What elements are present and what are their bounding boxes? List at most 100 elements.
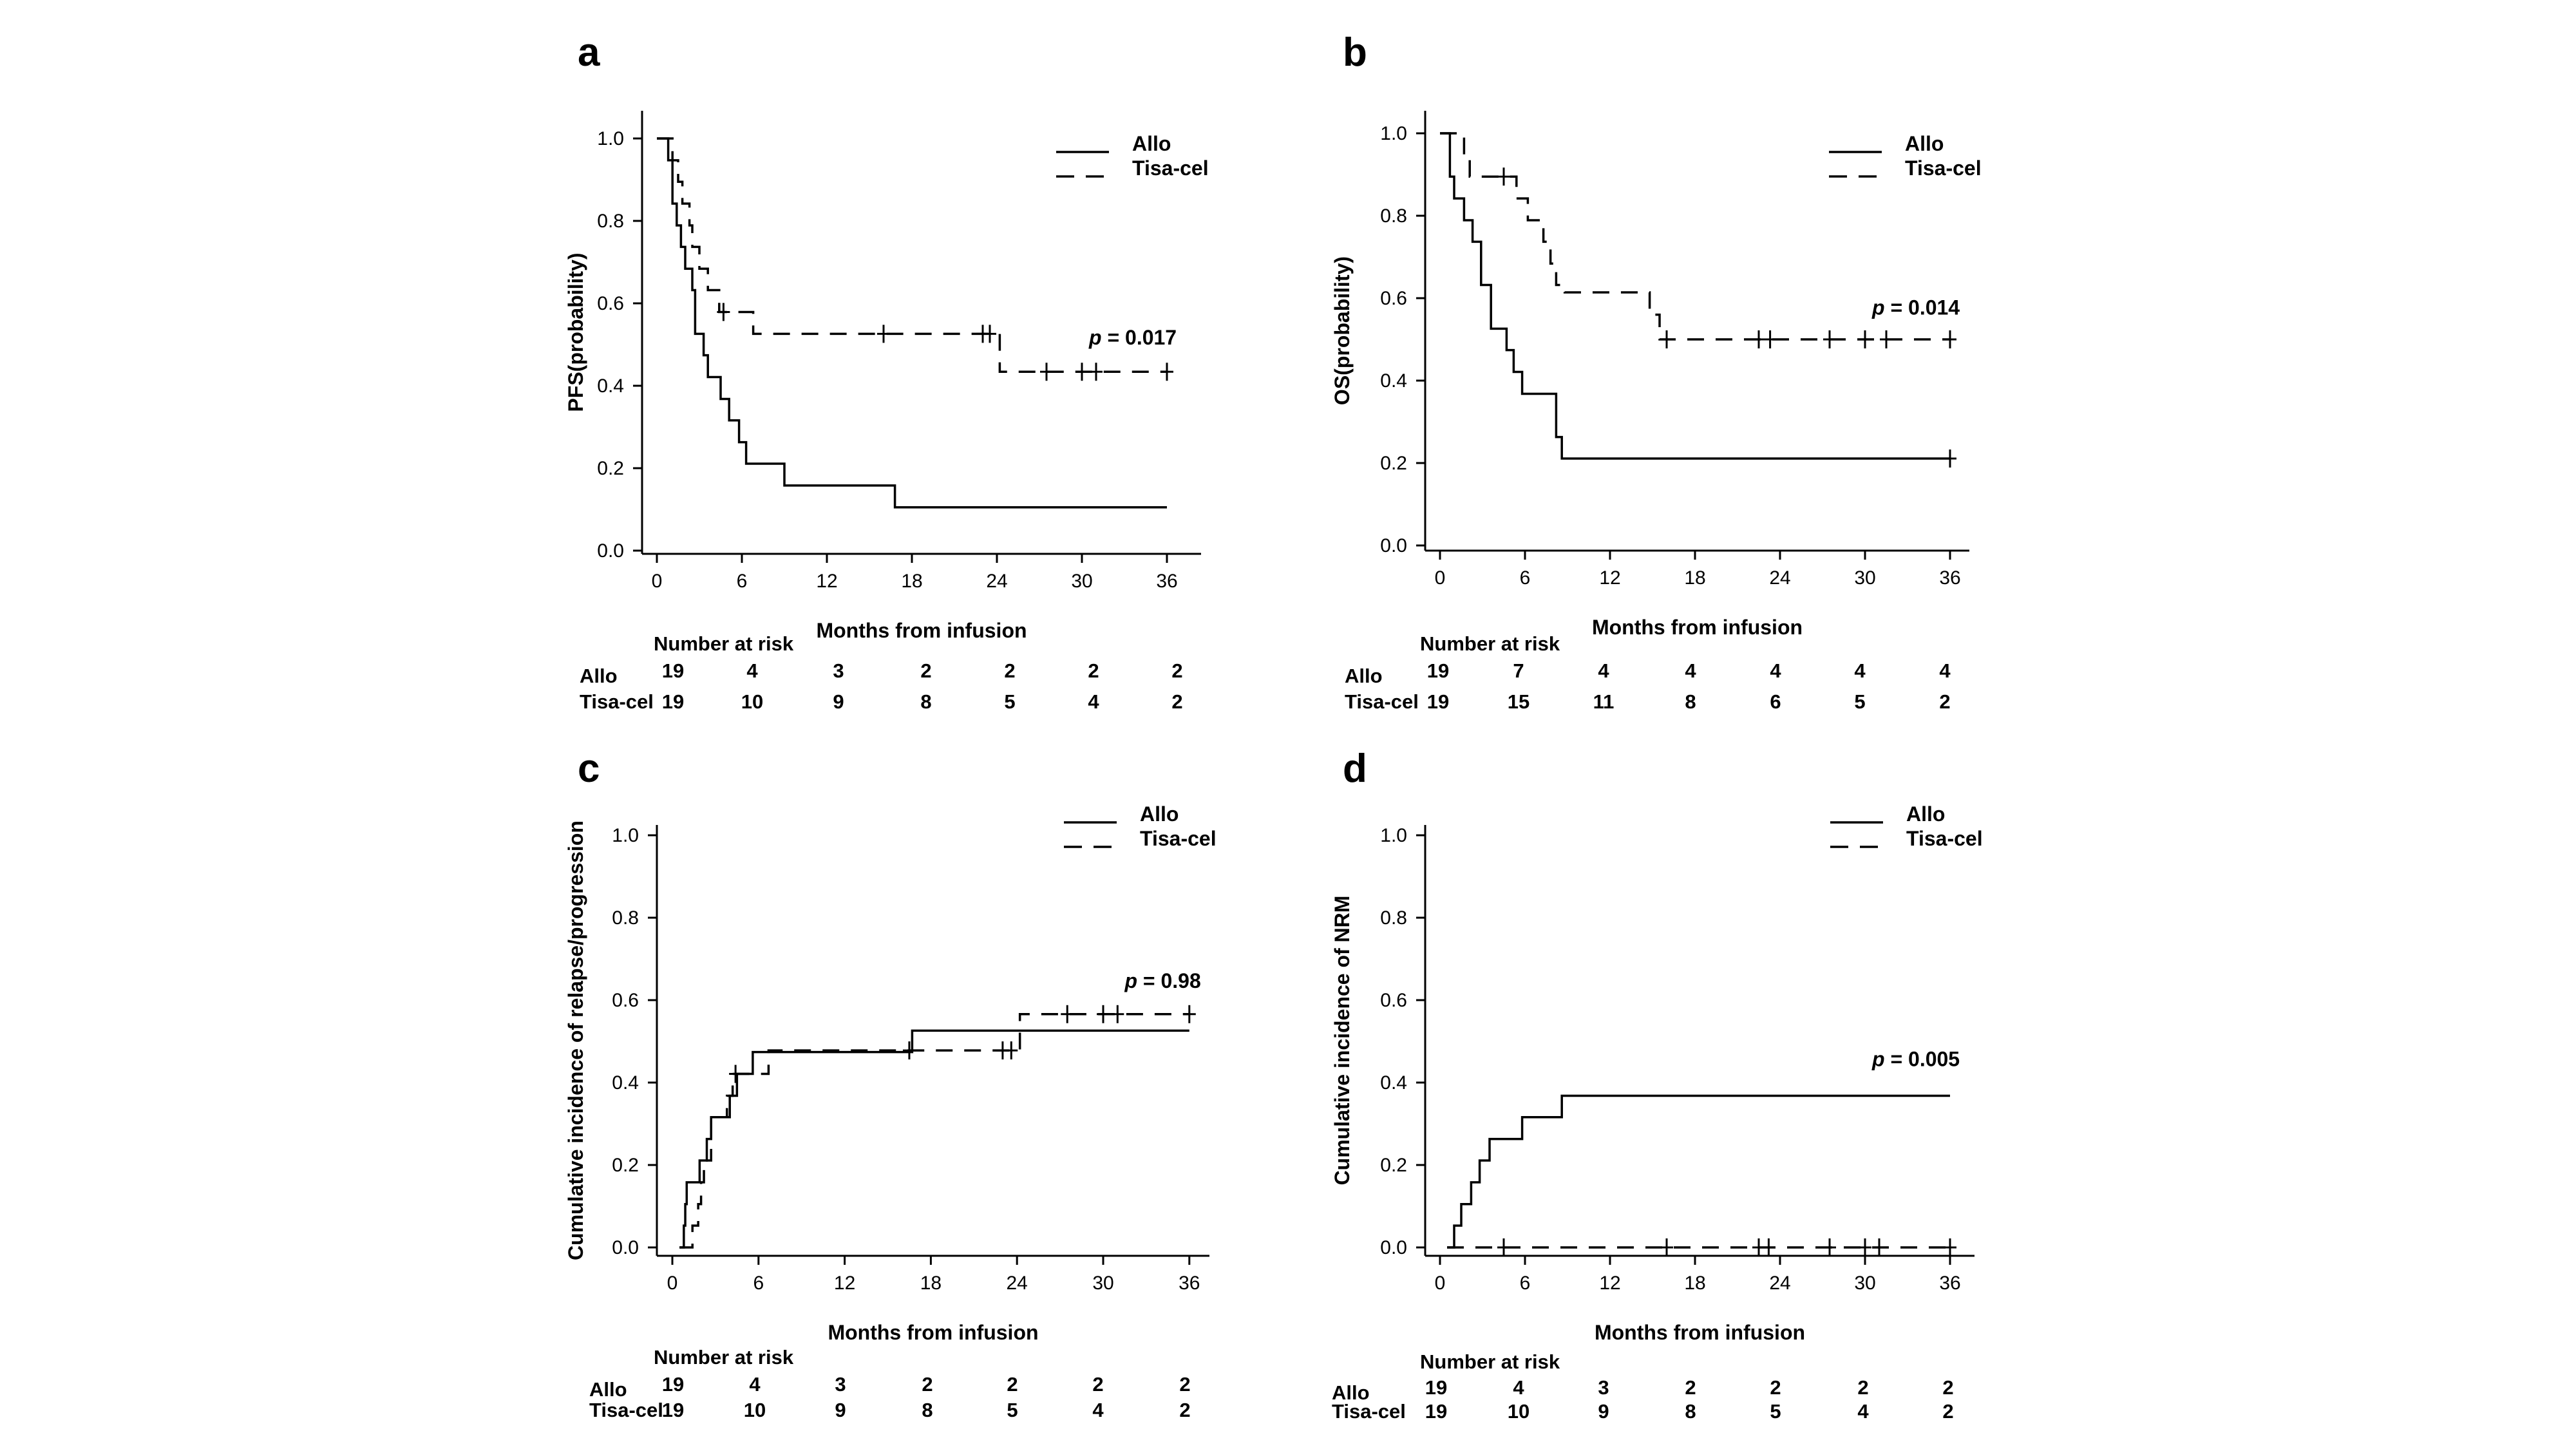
p-symbol: p (1124, 969, 1137, 992)
risk-count: 6 (1770, 690, 1781, 713)
panel-label: a (578, 30, 600, 75)
y-tick-label: 0.8 (612, 907, 639, 929)
risk-count: 19 (1427, 659, 1449, 682)
x-tick-label: 36 (1939, 567, 1960, 589)
p-value-annotation: p = 0.005 (1871, 1047, 1960, 1070)
x-tick-label: 30 (1854, 1273, 1875, 1294)
legend-label: Tisa-cel (1906, 827, 1983, 850)
risk-count: 4 (1092, 1399, 1104, 1421)
y-tick-label: 1.0 (597, 128, 624, 149)
risk-count: 2 (1179, 1373, 1190, 1396)
x-tick-label: 30 (1092, 1273, 1113, 1294)
x-tick-label: 6 (753, 1273, 764, 1294)
y-tick-label: 0.0 (612, 1237, 639, 1258)
y-tick-label: 1.0 (1380, 123, 1407, 144)
risk-table-title: Number at risk (1420, 1350, 1560, 1373)
risk-count: 2 (1171, 659, 1182, 682)
y-tick-label: 0.4 (1380, 1072, 1407, 1094)
series-allo-curve (679, 1029, 1189, 1249)
x-tick-label: 36 (1939, 1273, 1960, 1294)
y-tick-label: 0.2 (612, 1155, 639, 1176)
risk-count: 4 (746, 659, 758, 682)
y-tick-label: 0.8 (597, 211, 624, 232)
x-tick-label: 0 (1435, 567, 1446, 589)
y-axis-title: OS(probability) (1331, 256, 1354, 405)
risk-row-label: Allo (1332, 1381, 1370, 1404)
risk-count: 5 (1770, 1400, 1781, 1423)
risk-count: 4 (1939, 659, 1951, 682)
risk-row-label: Allo (1345, 665, 1383, 687)
risk-table-title: Number at risk (654, 632, 794, 655)
y-tick-label: 0.8 (1380, 907, 1407, 929)
risk-count: 5 (1004, 690, 1015, 713)
p-value-annotation: p = 0.017 (1088, 326, 1177, 349)
x-axis-title: Months from infusion (1595, 1321, 1805, 1344)
x-tick-label: 36 (1156, 571, 1177, 592)
p-symbol: p (1871, 296, 1885, 319)
legend-label: Tisa-cel (1905, 156, 1982, 180)
x-tick-label: 18 (901, 571, 922, 592)
series-tisa-cel-curve (657, 137, 1167, 373)
risk-count: 2 (1092, 1373, 1103, 1396)
risk-count: 5 (1007, 1399, 1018, 1421)
y-tick-label: 0.2 (1380, 1155, 1407, 1176)
y-tick-label: 0.0 (597, 540, 624, 562)
series-allo-curve (657, 137, 1167, 509)
risk-count: 4 (1088, 690, 1099, 713)
x-tick-label: 18 (920, 1273, 942, 1294)
risk-count: 3 (833, 659, 844, 682)
risk-count: 2 (1171, 690, 1182, 713)
risk-count: 19 (662, 690, 684, 713)
risk-count: 2 (1942, 1376, 1953, 1399)
y-tick-label: 0.4 (597, 375, 624, 397)
y-tick-label: 0.2 (1380, 453, 1407, 474)
legend-label: Allo (1905, 132, 1944, 155)
risk-row-label: Allo (580, 665, 618, 687)
x-tick-label: 18 (1684, 567, 1705, 589)
risk-count: 2 (1939, 690, 1950, 713)
risk-count: 10 (741, 690, 763, 713)
risk-count: 4 (1685, 659, 1696, 682)
y-axis-title: Cumulative incidence of relapse/progress… (564, 820, 587, 1260)
legend-label: Allo (1906, 802, 1945, 826)
x-tick-label: 12 (816, 571, 837, 592)
p-value: = 0.005 (1885, 1047, 1960, 1070)
x-tick-label: 0 (652, 571, 663, 592)
risk-count: 4 (1513, 1376, 1524, 1399)
series-allo-curve (1447, 1094, 1950, 1249)
risk-count: 9 (835, 1399, 846, 1421)
risk-count: 2 (1179, 1399, 1190, 1421)
risk-count: 5 (1854, 690, 1865, 713)
risk-count: 15 (1508, 690, 1530, 713)
p-value-annotation: p = 0.014 (1871, 296, 1960, 319)
risk-count: 2 (1088, 659, 1099, 682)
risk-count: 4 (1857, 1400, 1869, 1423)
panel-label: b (1343, 30, 1367, 75)
panel-label: c (578, 746, 600, 791)
p-value-annotation: p = 0.98 (1124, 969, 1200, 992)
risk-count: 8 (920, 690, 931, 713)
series-tisa-cel-curve (679, 1013, 1189, 1249)
risk-count: 8 (922, 1399, 933, 1421)
risk-count: 4 (1770, 659, 1781, 682)
x-tick-label: 24 (1769, 1273, 1790, 1294)
y-tick-label: 0.2 (597, 458, 624, 479)
legend-label: Tisa-cel (1140, 827, 1217, 850)
risk-table-title: Number at risk (1420, 632, 1560, 655)
p-value: = 0.98 (1137, 969, 1201, 992)
x-tick-label: 0 (1435, 1273, 1446, 1294)
risk-count: 4 (1854, 659, 1866, 682)
risk-count: 11 (1593, 690, 1615, 713)
x-tick-label: 0 (667, 1273, 678, 1294)
legend-label: Tisa-cel (1132, 156, 1209, 180)
risk-count: 3 (1598, 1376, 1609, 1399)
x-axis-title: Months from infusion (816, 619, 1027, 642)
x-tick-label: 18 (1684, 1273, 1705, 1294)
x-tick-label: 24 (986, 571, 1007, 592)
risk-row-label: Tisa-cel (580, 690, 654, 713)
